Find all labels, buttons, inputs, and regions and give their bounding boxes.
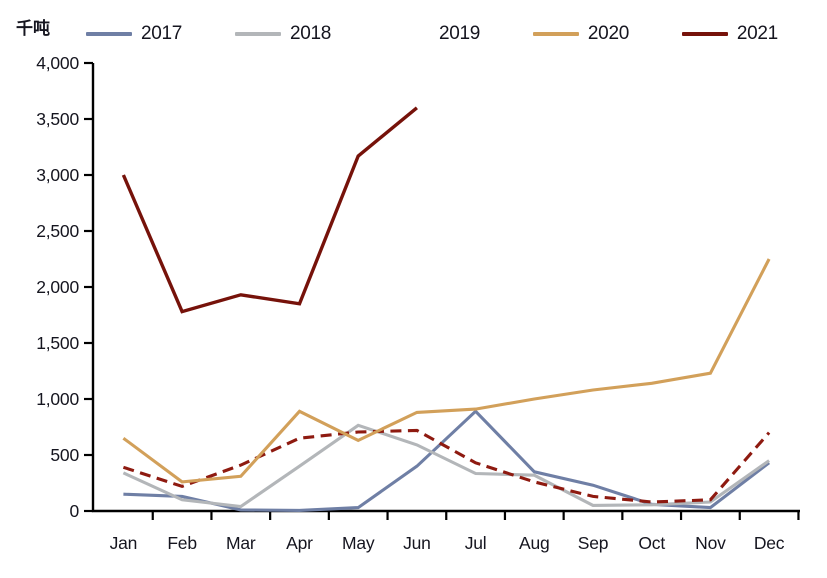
legend-line-2018 bbox=[234, 32, 281, 36]
x-tick-label: Jul bbox=[465, 533, 487, 553]
x-tick-label: Aug bbox=[519, 533, 550, 553]
y-tick-label: 3,000 bbox=[36, 165, 79, 185]
x-tick-label: Nov bbox=[695, 533, 726, 553]
legend-item-2021: 2021 bbox=[681, 23, 778, 45]
y-tick-label: 2,000 bbox=[36, 277, 79, 297]
legend-line-2017 bbox=[86, 32, 132, 36]
legend-line-2020 bbox=[532, 32, 579, 36]
legend-line-2021 bbox=[681, 32, 728, 36]
y-tick-label: 2,500 bbox=[36, 221, 79, 241]
legend-item-2020: 2020 bbox=[532, 23, 629, 45]
legend-label: 2018 bbox=[289, 23, 332, 44]
legend-line-2019 bbox=[384, 32, 430, 37]
legend-label: 2019 bbox=[438, 23, 481, 44]
y-tick-label: 500 bbox=[50, 445, 79, 465]
y-tick-label: 1,500 bbox=[36, 333, 79, 353]
y-tick-label: 1,000 bbox=[36, 389, 79, 409]
series-line-2018 bbox=[122, 423, 770, 509]
y-tick-label: 3,500 bbox=[36, 109, 79, 129]
legend-item-2017: 2017 bbox=[86, 23, 182, 45]
legend-label: 2020 bbox=[587, 23, 629, 44]
y-tick-label: 0 bbox=[69, 501, 79, 521]
legend-label: 2017 bbox=[141, 23, 183, 44]
x-tick-label: Jan bbox=[110, 533, 138, 553]
legend-item-2019: 2019 bbox=[384, 23, 480, 45]
x-tick-label: Sep bbox=[578, 533, 609, 553]
legend: 2017 2018 2019 2020 2021 bbox=[86, 20, 778, 48]
series-line-2021 bbox=[121, 106, 418, 314]
legend-label: 2021 bbox=[736, 23, 778, 44]
x-tick-label: Mar bbox=[226, 533, 256, 553]
axis-lines bbox=[91, 63, 800, 513]
y-tick-label: 4,000 bbox=[36, 53, 79, 73]
x-tick-label: Jun bbox=[403, 533, 431, 553]
x-tick-label: Feb bbox=[167, 533, 197, 553]
y-axis-unit-label: 千吨 bbox=[16, 19, 50, 38]
x-tick-label: Oct bbox=[638, 533, 665, 553]
legend-item-2018: 2018 bbox=[234, 23, 332, 45]
x-tick-label: Dec bbox=[754, 533, 785, 553]
x-tick-label: Apr bbox=[286, 533, 313, 553]
x-tick-label: May bbox=[342, 533, 375, 553]
series-line-2019 bbox=[122, 428, 771, 504]
series-line-2020 bbox=[122, 258, 771, 484]
